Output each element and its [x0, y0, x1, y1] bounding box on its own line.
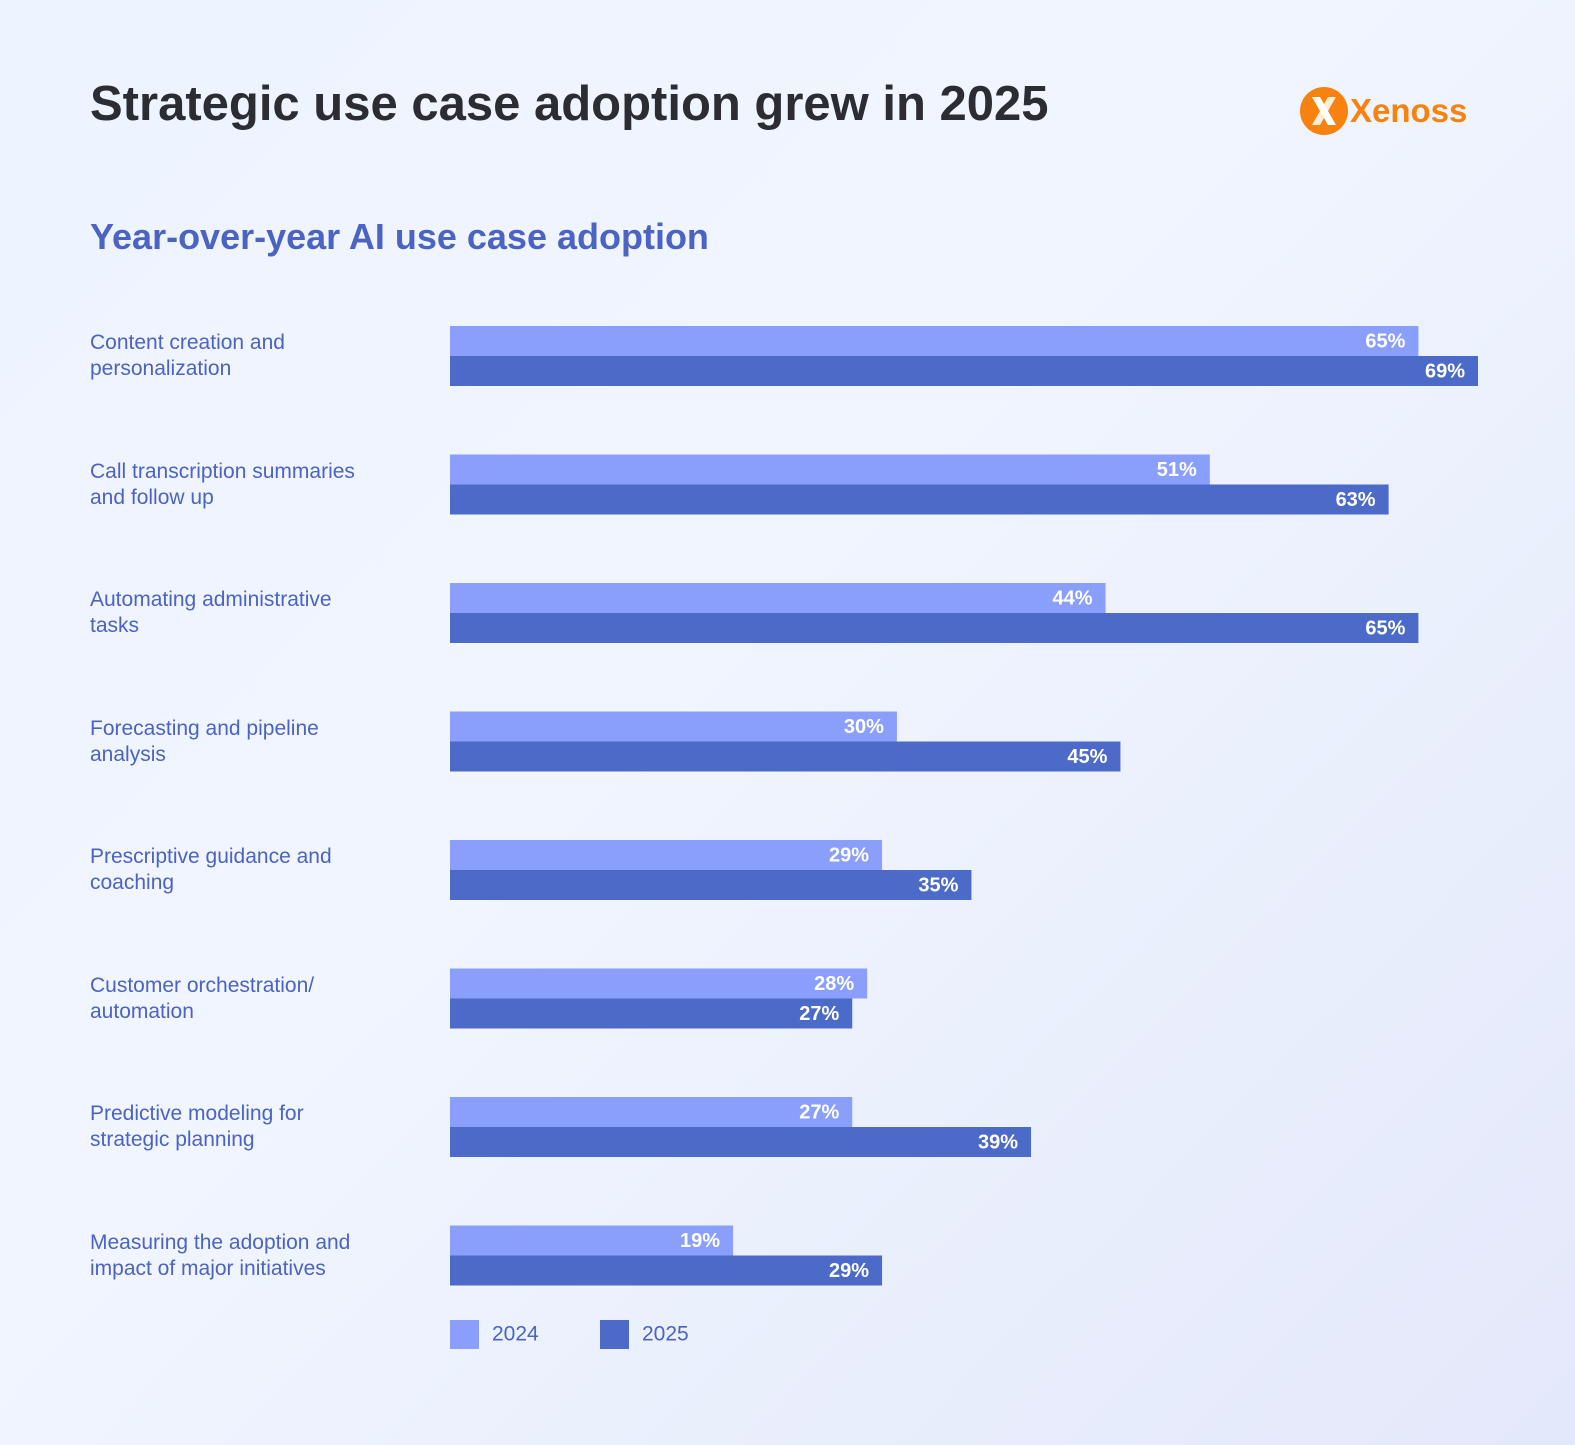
- value-label: 63%: [1336, 489, 1376, 511]
- legend-swatch: [450, 1320, 479, 1349]
- legend-label: 2025: [642, 1323, 689, 1346]
- value-label: 45%: [1067, 746, 1107, 768]
- bar: [450, 613, 1419, 643]
- bar: [450, 1097, 853, 1127]
- category-label: Automating administrative tasks: [90, 588, 332, 637]
- category-label: Call transcription summaries and follow …: [90, 459, 355, 509]
- bar: [450, 870, 972, 900]
- value-label: 51%: [1157, 459, 1197, 481]
- logo-icon: [1300, 87, 1348, 135]
- value-label: 35%: [918, 874, 958, 896]
- value-label: 28%: [814, 973, 854, 995]
- value-label: 27%: [799, 1101, 839, 1123]
- value-label: 29%: [829, 1260, 869, 1282]
- bar: [450, 1225, 734, 1256]
- logo: Xenoss: [1300, 86, 1467, 136]
- category-label: Customer orchestration/ automation: [90, 973, 315, 1023]
- bar: [450, 968, 868, 999]
- value-label: 27%: [799, 1003, 839, 1025]
- bar: [450, 326, 1419, 356]
- value-label: 65%: [1365, 330, 1405, 352]
- value-label: 29%: [829, 844, 869, 866]
- bar: [450, 1127, 1032, 1157]
- bar: [450, 1255, 883, 1286]
- bar: [450, 356, 1478, 386]
- chart-subtitle: Year-over-year AI use case adoption: [90, 216, 709, 257]
- category-label: Forecasting and pipeline analysis: [90, 716, 319, 766]
- value-label: 69%: [1425, 360, 1465, 382]
- category-label: Predictive modeling for strategic planni…: [90, 1102, 304, 1151]
- value-label: 30%: [844, 716, 884, 738]
- category-label: Content creation and personalization: [90, 331, 285, 380]
- bar: [450, 583, 1106, 613]
- logo-text: Xenoss: [1350, 92, 1468, 129]
- bar: [450, 711, 897, 742]
- bar: [450, 998, 853, 1029]
- bar: [450, 454, 1210, 485]
- value-label: 39%: [978, 1131, 1018, 1153]
- legend-label: 2024: [492, 1323, 539, 1346]
- bar: [450, 741, 1121, 772]
- legend-swatch: [600, 1320, 629, 1349]
- value-label: 19%: [680, 1230, 720, 1252]
- bar: [450, 484, 1389, 515]
- category-label: Prescriptive guidance and coaching: [90, 845, 332, 894]
- chart-title: Strategic use case adoption grew in 2025: [90, 77, 1049, 131]
- value-label: 65%: [1365, 617, 1405, 639]
- value-label: 44%: [1053, 587, 1093, 609]
- category-label: Measuring the adoption and impact of maj…: [90, 1230, 351, 1280]
- bar: [450, 840, 883, 870]
